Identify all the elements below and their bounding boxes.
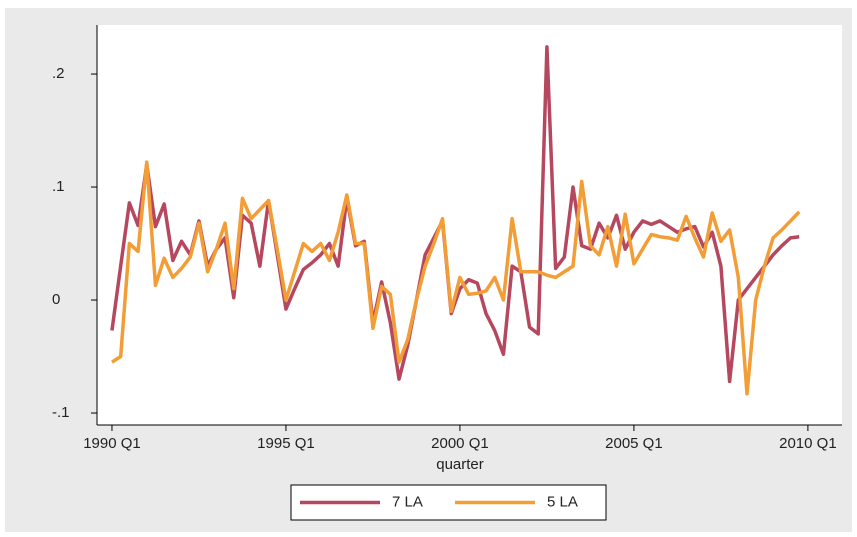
x-tick-label: 1990 Q1 bbox=[83, 435, 141, 452]
x-tick-label: 2005 Q1 bbox=[605, 435, 663, 452]
y-tick-label: -.1 bbox=[52, 404, 70, 421]
legend-label: 7 LA bbox=[392, 493, 423, 510]
legend-label: 5 LA bbox=[547, 493, 578, 510]
y-tick-label: .2 bbox=[52, 65, 65, 82]
x-tick-label: 2000 Q1 bbox=[431, 435, 489, 452]
x-tick-label: 2010 Q1 bbox=[779, 435, 837, 452]
plot-area bbox=[97, 25, 842, 425]
y-tick-label: .1 bbox=[52, 178, 65, 195]
x-tick-label: 1995 Q1 bbox=[257, 435, 315, 452]
y-tick-label: 0 bbox=[52, 291, 60, 308]
x-axis-label: quarter bbox=[436, 456, 484, 473]
series-line bbox=[111, 160, 801, 396]
